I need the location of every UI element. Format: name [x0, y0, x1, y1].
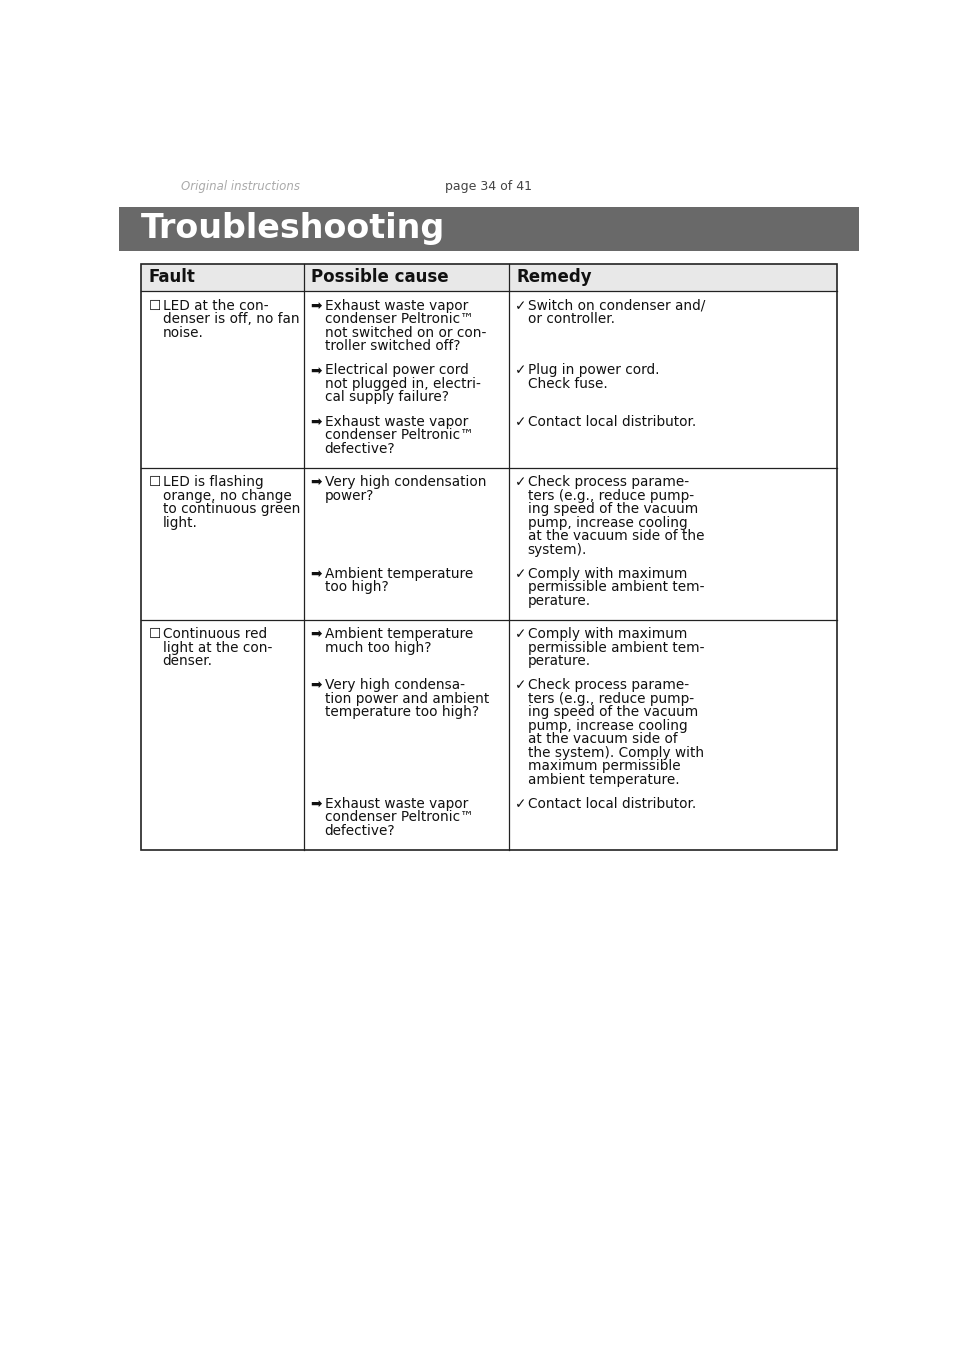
Text: light at the con-: light at the con-: [162, 641, 272, 655]
Text: ✓: ✓: [515, 567, 526, 580]
Text: Check process parame-: Check process parame-: [527, 679, 688, 693]
Text: too high?: too high?: [324, 580, 388, 594]
Text: ✓: ✓: [515, 679, 526, 693]
Text: perature.: perature.: [527, 594, 590, 608]
Text: ➡: ➡: [310, 567, 321, 580]
Text: pump, increase cooling: pump, increase cooling: [527, 718, 686, 733]
Text: Plug in power cord.: Plug in power cord.: [527, 363, 659, 378]
Text: condenser Peltronic™: condenser Peltronic™: [324, 312, 473, 327]
Text: Original instructions: Original instructions: [181, 180, 300, 193]
Text: ✓: ✓: [515, 628, 526, 641]
Text: Contact local distributor.: Contact local distributor.: [527, 796, 695, 811]
Text: Exhaust waste vapor: Exhaust waste vapor: [324, 298, 467, 313]
Text: Remedy: Remedy: [517, 269, 592, 286]
Text: page 34 of 41: page 34 of 41: [445, 180, 532, 193]
Text: or controller.: or controller.: [527, 312, 614, 327]
Text: ✓: ✓: [515, 475, 526, 489]
Text: condenser Peltronic™: condenser Peltronic™: [324, 428, 473, 443]
Bar: [141, 263, 836, 292]
Text: Troubleshooting: Troubleshooting: [141, 212, 445, 246]
Text: noise.: noise.: [162, 325, 203, 340]
Text: ➡: ➡: [310, 679, 321, 693]
Text: ✓: ✓: [515, 363, 526, 378]
Text: Very high condensation: Very high condensation: [324, 475, 486, 489]
Text: Exhaust waste vapor: Exhaust waste vapor: [324, 414, 467, 429]
Text: pump, increase cooling: pump, increase cooling: [527, 516, 686, 529]
Text: defective?: defective?: [324, 441, 395, 456]
Text: not switched on or con-: not switched on or con-: [324, 325, 485, 340]
Text: condenser Peltronic™: condenser Peltronic™: [324, 810, 473, 825]
Text: orange, no change: orange, no change: [162, 489, 291, 502]
Text: ✓: ✓: [515, 796, 526, 811]
Text: maximum permissible: maximum permissible: [527, 759, 679, 774]
Text: Check process parame-: Check process parame-: [527, 475, 688, 489]
Text: ing speed of the vacuum: ing speed of the vacuum: [527, 705, 698, 720]
Text: the system). Comply with: the system). Comply with: [527, 745, 703, 760]
Text: at the vacuum side of the: at the vacuum side of the: [527, 529, 703, 543]
Text: ➡: ➡: [310, 414, 321, 429]
Text: Contact local distributor.: Contact local distributor.: [527, 414, 695, 429]
Text: Ambient temperature: Ambient temperature: [324, 628, 473, 641]
Text: power?: power?: [324, 489, 374, 502]
Text: Continuous red: Continuous red: [162, 628, 267, 641]
Text: Ambient temperature: Ambient temperature: [324, 567, 473, 580]
Text: Fault: Fault: [149, 269, 195, 286]
Text: tion power and ambient: tion power and ambient: [324, 693, 488, 706]
Text: ☐: ☐: [149, 298, 161, 313]
Text: Exhaust waste vapor: Exhaust waste vapor: [324, 796, 467, 811]
Text: permissible ambient tem-: permissible ambient tem-: [527, 580, 703, 594]
Text: Comply with maximum: Comply with maximum: [527, 628, 686, 641]
Text: to continuous green: to continuous green: [162, 502, 299, 516]
Text: permissible ambient tem-: permissible ambient tem-: [527, 641, 703, 655]
Text: ➡: ➡: [310, 796, 321, 811]
Text: ambient temperature.: ambient temperature.: [527, 772, 679, 787]
Text: light.: light.: [162, 516, 197, 529]
Text: ☐: ☐: [149, 475, 161, 489]
Text: perature.: perature.: [527, 655, 590, 668]
Text: denser is off, no fan: denser is off, no fan: [162, 312, 299, 327]
Text: ☐: ☐: [149, 628, 161, 641]
Text: ➡: ➡: [310, 475, 321, 489]
Text: LED is flashing: LED is flashing: [162, 475, 263, 489]
Text: Comply with maximum: Comply with maximum: [527, 567, 686, 580]
Bar: [119, 207, 858, 251]
Text: troller switched off?: troller switched off?: [324, 339, 459, 354]
Text: Possible cause: Possible cause: [311, 269, 449, 286]
Text: Very high condensa-: Very high condensa-: [324, 679, 464, 693]
Text: denser.: denser.: [162, 655, 213, 668]
Text: ➡: ➡: [310, 363, 321, 378]
Text: defective?: defective?: [324, 824, 395, 838]
Text: ters (e.g., reduce pump-: ters (e.g., reduce pump-: [527, 489, 693, 502]
Text: not plugged in, electri-: not plugged in, electri-: [324, 377, 480, 392]
Text: ters (e.g., reduce pump-: ters (e.g., reduce pump-: [527, 693, 693, 706]
Text: ➡: ➡: [310, 628, 321, 641]
Text: temperature too high?: temperature too high?: [324, 705, 478, 720]
Text: ✓: ✓: [515, 298, 526, 313]
Text: ✓: ✓: [515, 414, 526, 429]
Bar: [141, 263, 836, 850]
Text: Switch on condenser and/: Switch on condenser and/: [527, 298, 704, 313]
Text: much too high?: much too high?: [324, 641, 431, 655]
Text: Electrical power cord: Electrical power cord: [324, 363, 468, 378]
Text: at the vacuum side of: at the vacuum side of: [527, 732, 677, 747]
Text: system).: system).: [527, 543, 586, 556]
Text: LED at the con-: LED at the con-: [162, 298, 268, 313]
Text: Check fuse.: Check fuse.: [527, 377, 607, 392]
Text: ➡: ➡: [310, 298, 321, 313]
Text: ing speed of the vacuum: ing speed of the vacuum: [527, 502, 698, 516]
Text: cal supply failure?: cal supply failure?: [324, 390, 448, 405]
